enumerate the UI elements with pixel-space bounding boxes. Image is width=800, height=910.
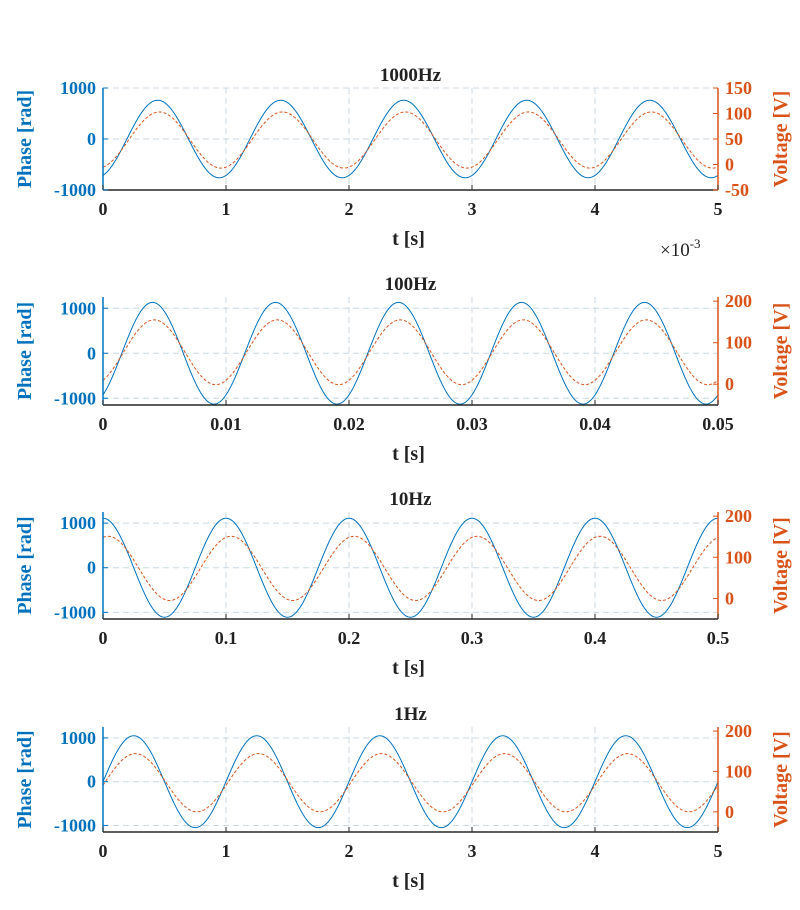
left-y-tick-label: 0: [87, 343, 96, 363]
x-tick-label: 2: [345, 199, 354, 219]
left-y-axis-label: Phase [rad]: [14, 730, 36, 828]
right-y-tick-label: 200: [725, 291, 752, 311]
left-y-tick-label: 0: [87, 772, 96, 792]
left-y-tick-label: 0: [87, 129, 96, 149]
right-y-tick-label: 100: [725, 547, 752, 567]
left-y-tick-label: 0: [87, 558, 96, 578]
x-tick-label: 4: [591, 841, 600, 861]
right-y-tick-label: 0: [725, 155, 734, 175]
voltage-series-line: [103, 111, 718, 169]
x-tick-label: 0: [99, 841, 108, 861]
right-y-axis-label: Voltage [V]: [770, 303, 792, 399]
right-y-tick-label: 0: [725, 802, 734, 822]
left-y-tick-label: 1000: [60, 298, 96, 318]
x-tick-label: 0.1: [215, 628, 238, 648]
phase-series-line: [103, 99, 718, 179]
x-tick-label: 1: [222, 199, 231, 219]
x-tick-label: 0.5: [707, 628, 730, 648]
left-y-axis-label: Phase [rad]: [14, 516, 36, 614]
x-axis-label: t [s]: [392, 870, 425, 892]
left-y-tick-label: -1000: [54, 815, 96, 835]
x-tick-label: 3: [468, 841, 477, 861]
x-tick-label: 5: [714, 199, 723, 219]
x-tick-label: 0: [99, 414, 108, 434]
right-y-tick-label: 200: [725, 506, 752, 526]
right-y-tick-label: 200: [725, 721, 752, 741]
chart-title: 1Hz: [394, 704, 427, 725]
x-tick-label: 3: [468, 199, 477, 219]
phase-series-line: [103, 735, 718, 829]
voltage-series-line: [103, 535, 718, 601]
left-y-tick-label: -1000: [54, 388, 96, 408]
chart-panel-2: 0 0.01 0.02 0.03 0.04 0.05-100001000010020010…: [14, 274, 792, 465]
x-tick-label: 5: [714, 841, 723, 861]
left-y-tick-label: 1000: [60, 78, 96, 98]
right-y-axis-label: Voltage [V]: [770, 731, 792, 827]
right-y-axis-label: Voltage [V]: [770, 517, 792, 613]
x-tick-label: 2: [345, 841, 354, 861]
left-y-axis-label: Phase [rad]: [14, 90, 36, 188]
phase-series-line: [103, 517, 718, 618]
right-y-tick-label: 100: [725, 761, 752, 781]
phase-series-line: [103, 301, 718, 405]
x-tick-label: 0.02: [333, 414, 365, 434]
chart-title: 10Hz: [389, 489, 432, 510]
chart-title: 1000Hz: [380, 65, 442, 86]
right-y-tick-label: 50: [725, 129, 743, 149]
right-y-tick-label: 0: [725, 588, 734, 608]
x-tick-label: 0.4: [584, 628, 607, 648]
left-y-axis-label: Phase [rad]: [14, 302, 36, 400]
voltage-series-line: [103, 753, 718, 813]
x-exponent-power: -3: [690, 236, 701, 251]
x-tick-label: 0.04: [579, 414, 611, 434]
x-axis-label: t [s]: [392, 443, 425, 465]
left-y-tick-label: -1000: [54, 180, 96, 200]
right-y-tick-label: 100: [725, 104, 752, 124]
right-y-tick-label: 100: [725, 333, 752, 353]
x-tick-label: 0.03: [456, 414, 488, 434]
x-exponent-label: ×10-3: [660, 236, 701, 261]
x-tick-label: 0.05: [702, 414, 734, 434]
x-tick-label: 1: [222, 841, 231, 861]
chart-title: 100Hz: [385, 274, 437, 295]
x-tick-label: 0.3: [461, 628, 484, 648]
x-tick-label: 0.01: [210, 414, 242, 434]
left-y-tick-label: -1000: [54, 602, 96, 622]
x-tick-label: 4: [591, 199, 600, 219]
right-y-tick-label: -50: [725, 180, 749, 200]
x-tick-label: 0: [99, 628, 108, 648]
x-tick-label: 0: [99, 199, 108, 219]
left-y-tick-label: 1000: [60, 513, 96, 533]
x-axis-label: t [s]: [392, 228, 425, 250]
x-exponent-base: ×10: [660, 240, 690, 261]
x-axis-label: t [s]: [392, 657, 425, 679]
right-y-tick-label: 150: [725, 78, 752, 98]
right-y-axis-label: Voltage [V]: [770, 91, 792, 187]
left-y-tick-label: 1000: [60, 728, 96, 748]
right-y-tick-label: 0: [725, 374, 734, 394]
voltage-series-line: [103, 319, 718, 386]
x-tick-label: 0.2: [338, 628, 361, 648]
